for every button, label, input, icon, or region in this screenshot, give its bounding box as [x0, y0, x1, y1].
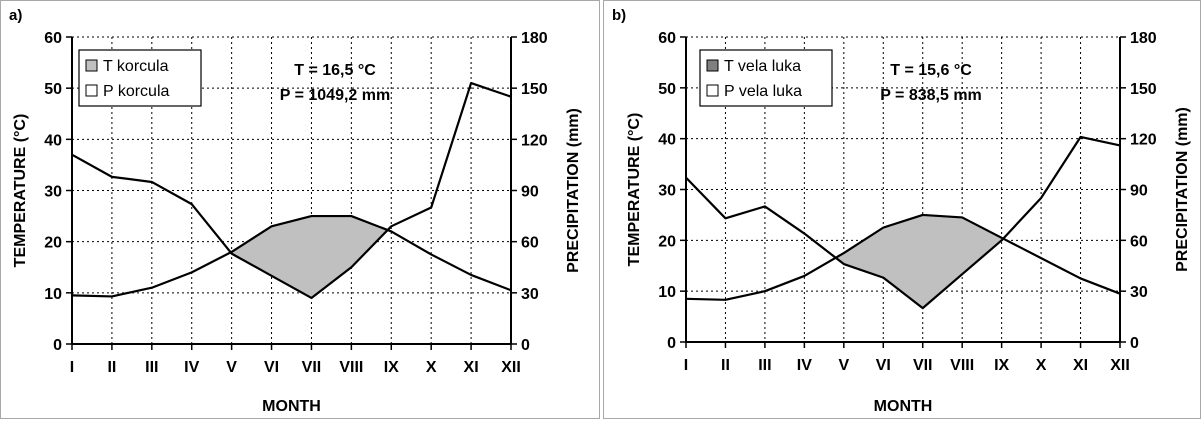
legend-label: T vela luka	[724, 58, 801, 75]
right-tick-label: 0	[1130, 335, 1139, 352]
x-tick-label: X	[1036, 357, 1047, 374]
x-tick-label: V	[226, 359, 237, 376]
right-tick-label: 30	[1130, 284, 1148, 301]
left-tick-label: 60	[44, 30, 62, 47]
x-tick-label: VIII	[339, 359, 363, 376]
left-axis-title: TEMPERATURE (°C)	[626, 113, 643, 267]
left-tick-label: 20	[658, 233, 676, 250]
legend-label: P korcula	[103, 83, 170, 100]
x-tick-label: IV	[184, 359, 199, 376]
chart-panel-b: b) 0 10 20 30 40 50 60 0 30 60 90 120 150 180 I II III IV V…	[603, 0, 1201, 419]
left-tick-label: 30	[658, 183, 676, 200]
x-tick-label: XII	[1110, 357, 1130, 374]
legend-box	[78, 49, 202, 107]
precipitation-line	[685, 135, 1121, 310]
right-tick-label: 150	[521, 81, 548, 98]
x-tick-label: V	[838, 357, 849, 374]
left-tick-label: 10	[44, 286, 62, 303]
panel-label: b)	[612, 7, 626, 24]
precipitation-line	[71, 81, 512, 300]
x-tick-label: VI	[264, 359, 279, 376]
right-tick-label: 0	[521, 337, 530, 354]
right-tick-label: 120	[521, 132, 548, 149]
left-tick-label: 40	[44, 132, 62, 149]
left-tick-label: 60	[658, 30, 676, 47]
x-axis-title: MONTH	[262, 398, 321, 415]
right-tick-label: 120	[1130, 132, 1157, 149]
left-tick-label: 10	[658, 284, 676, 301]
right-tick-label: 180	[1130, 30, 1157, 47]
arid-period-area	[835, 214, 1004, 309]
right-tick-label: 60	[521, 235, 539, 252]
right-tick-label: 60	[1130, 233, 1148, 250]
left-tick-label: 30	[44, 184, 62, 201]
x-tick-label: I	[70, 359, 74, 376]
chart-panel-a: a) 0 10 20 30 40 50 60 0 30 60 90 120 150 180 I II III IV V…	[0, 0, 600, 419]
x-tick-label: VI	[876, 357, 891, 374]
legend-swatch	[706, 59, 719, 72]
x-tick-label: VII	[302, 359, 322, 376]
x-tick-label: XII	[501, 359, 521, 376]
right-tick-label: 90	[521, 184, 539, 201]
x-tick-label: II	[107, 359, 116, 376]
stat-annotation: T = 16,5 °C	[294, 62, 376, 79]
stat-annotation: P = 1049,2 mm	[280, 87, 390, 104]
legend-swatch	[85, 84, 98, 97]
x-tick-label: X	[426, 359, 437, 376]
legend-label: T korcula	[103, 58, 169, 75]
x-tick-label: IX	[384, 359, 399, 376]
x-tick-label: XI	[464, 359, 479, 376]
temperature-line	[71, 214, 512, 298]
left-tick-label: 50	[44, 81, 62, 98]
right-tick-label: 30	[521, 286, 539, 303]
left-tick-label: 0	[53, 337, 62, 354]
left-tick-label: 50	[658, 81, 676, 98]
right-tick-label: 150	[1130, 81, 1157, 98]
left-tick-label: 0	[667, 335, 676, 352]
stat-annotation: T = 15,6 °C	[890, 62, 972, 79]
right-tick-label: 90	[1130, 183, 1148, 200]
x-tick-label: IX	[994, 357, 1009, 374]
x-axis-title: MONTH	[874, 398, 933, 415]
arid-period-area	[230, 216, 388, 298]
left-tick-label: 40	[658, 132, 676, 149]
panel-label: a)	[9, 7, 22, 24]
legend-swatch	[706, 84, 719, 97]
stat-annotation: P = 838,5 mm	[880, 87, 982, 104]
left-axis-title: TEMPERATURE (°C)	[12, 114, 29, 268]
x-tick-label: VII	[913, 357, 933, 374]
x-tick-label: III	[758, 357, 771, 374]
left-tick-label: 20	[44, 235, 62, 252]
legend-swatch	[85, 59, 98, 72]
x-tick-label: VIII	[950, 357, 974, 374]
x-tick-label: I	[684, 357, 688, 374]
right-axis-title: PRECIPITATION (mm)	[565, 108, 582, 273]
x-tick-label: III	[145, 359, 158, 376]
legend-label: P vela luka	[724, 83, 802, 100]
x-tick-label: II	[721, 357, 730, 374]
x-tick-label: XI	[1073, 357, 1088, 374]
legend-box	[699, 49, 833, 107]
x-tick-label: IV	[797, 357, 812, 374]
temperature-line	[685, 213, 1121, 301]
right-axis-title: PRECIPITATION (mm)	[1174, 107, 1191, 272]
right-tick-label: 180	[521, 30, 548, 47]
